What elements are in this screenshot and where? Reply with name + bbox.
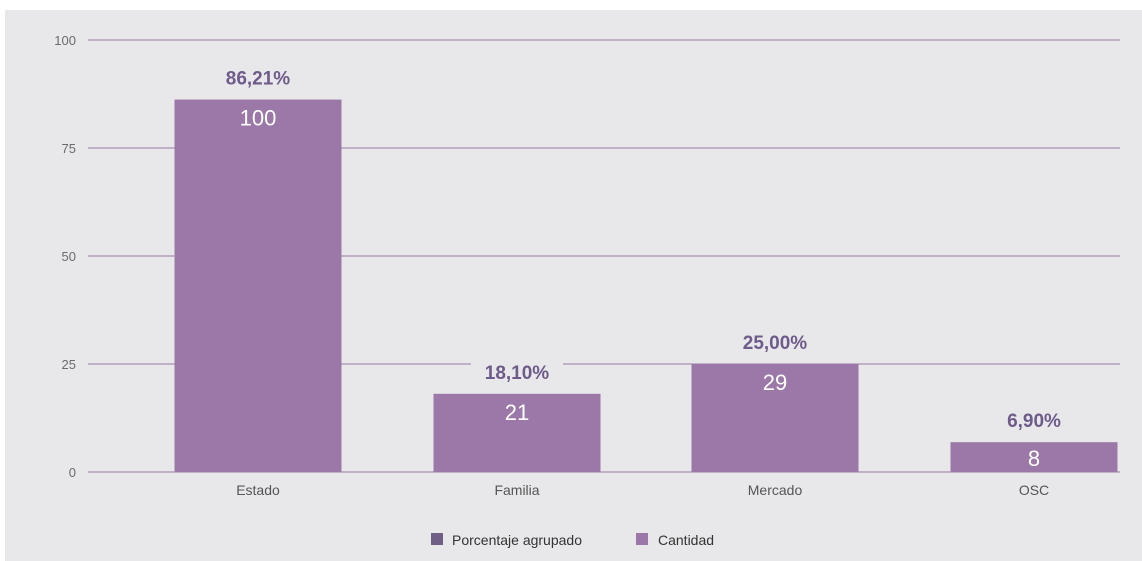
percent-label-bg-mercado — [729, 330, 821, 356]
value-label-osc: 8 — [1028, 446, 1040, 471]
bar-cantidad-mercado — [691, 364, 859, 472]
percent-label-bg-osc — [988, 408, 1080, 435]
y-tick-label-75: 75 — [62, 141, 76, 156]
y-tick-label-50: 50 — [62, 249, 76, 264]
bars-layer — [174, 99, 1118, 472]
value-label-estado: 100 — [240, 106, 277, 131]
percent-label-familia: 18,10% — [485, 363, 550, 384]
legend: Porcentaje agrupado Cantidad — [431, 532, 714, 548]
x-tick-label-familia: Familia — [494, 482, 539, 498]
bar-cantidad-osc — [950, 442, 1118, 472]
value-label-mercado: 29 — [763, 370, 787, 395]
labels-layer: 86,21% 100 Estado 18,10% 21 Familia 25,00% 29 Me… — [212, 65, 1080, 498]
bar-cantidad-familia — [433, 393, 601, 472]
legend-label-porcentaje: Porcentaje agrupado — [452, 532, 582, 548]
x-tick-label-mercado: Mercado — [748, 482, 803, 498]
percent-label-estado: 86,21% — [226, 69, 291, 90]
percent-label-mercado: 25,00% — [743, 333, 808, 354]
x-tick-label-osc: OSC — [1019, 482, 1049, 498]
y-tick-label-100: 100 — [54, 33, 76, 48]
y-tick-label-0: 0 — [69, 465, 76, 480]
x-tick-label-estado: Estado — [236, 482, 280, 498]
percent-label-bg-estado — [212, 65, 304, 92]
value-label-familia: 21 — [505, 400, 529, 425]
legend-label-cantidad: Cantidad — [658, 532, 714, 548]
percent-label-bg-familia — [471, 359, 563, 386]
legend-swatch-porcentaje — [431, 533, 443, 545]
bar-cantidad-estado — [174, 99, 342, 472]
percent-label-osc: 6,90% — [1007, 411, 1061, 432]
y-tick-label-25: 25 — [62, 357, 76, 372]
legend-swatch-cantidad — [636, 533, 648, 545]
